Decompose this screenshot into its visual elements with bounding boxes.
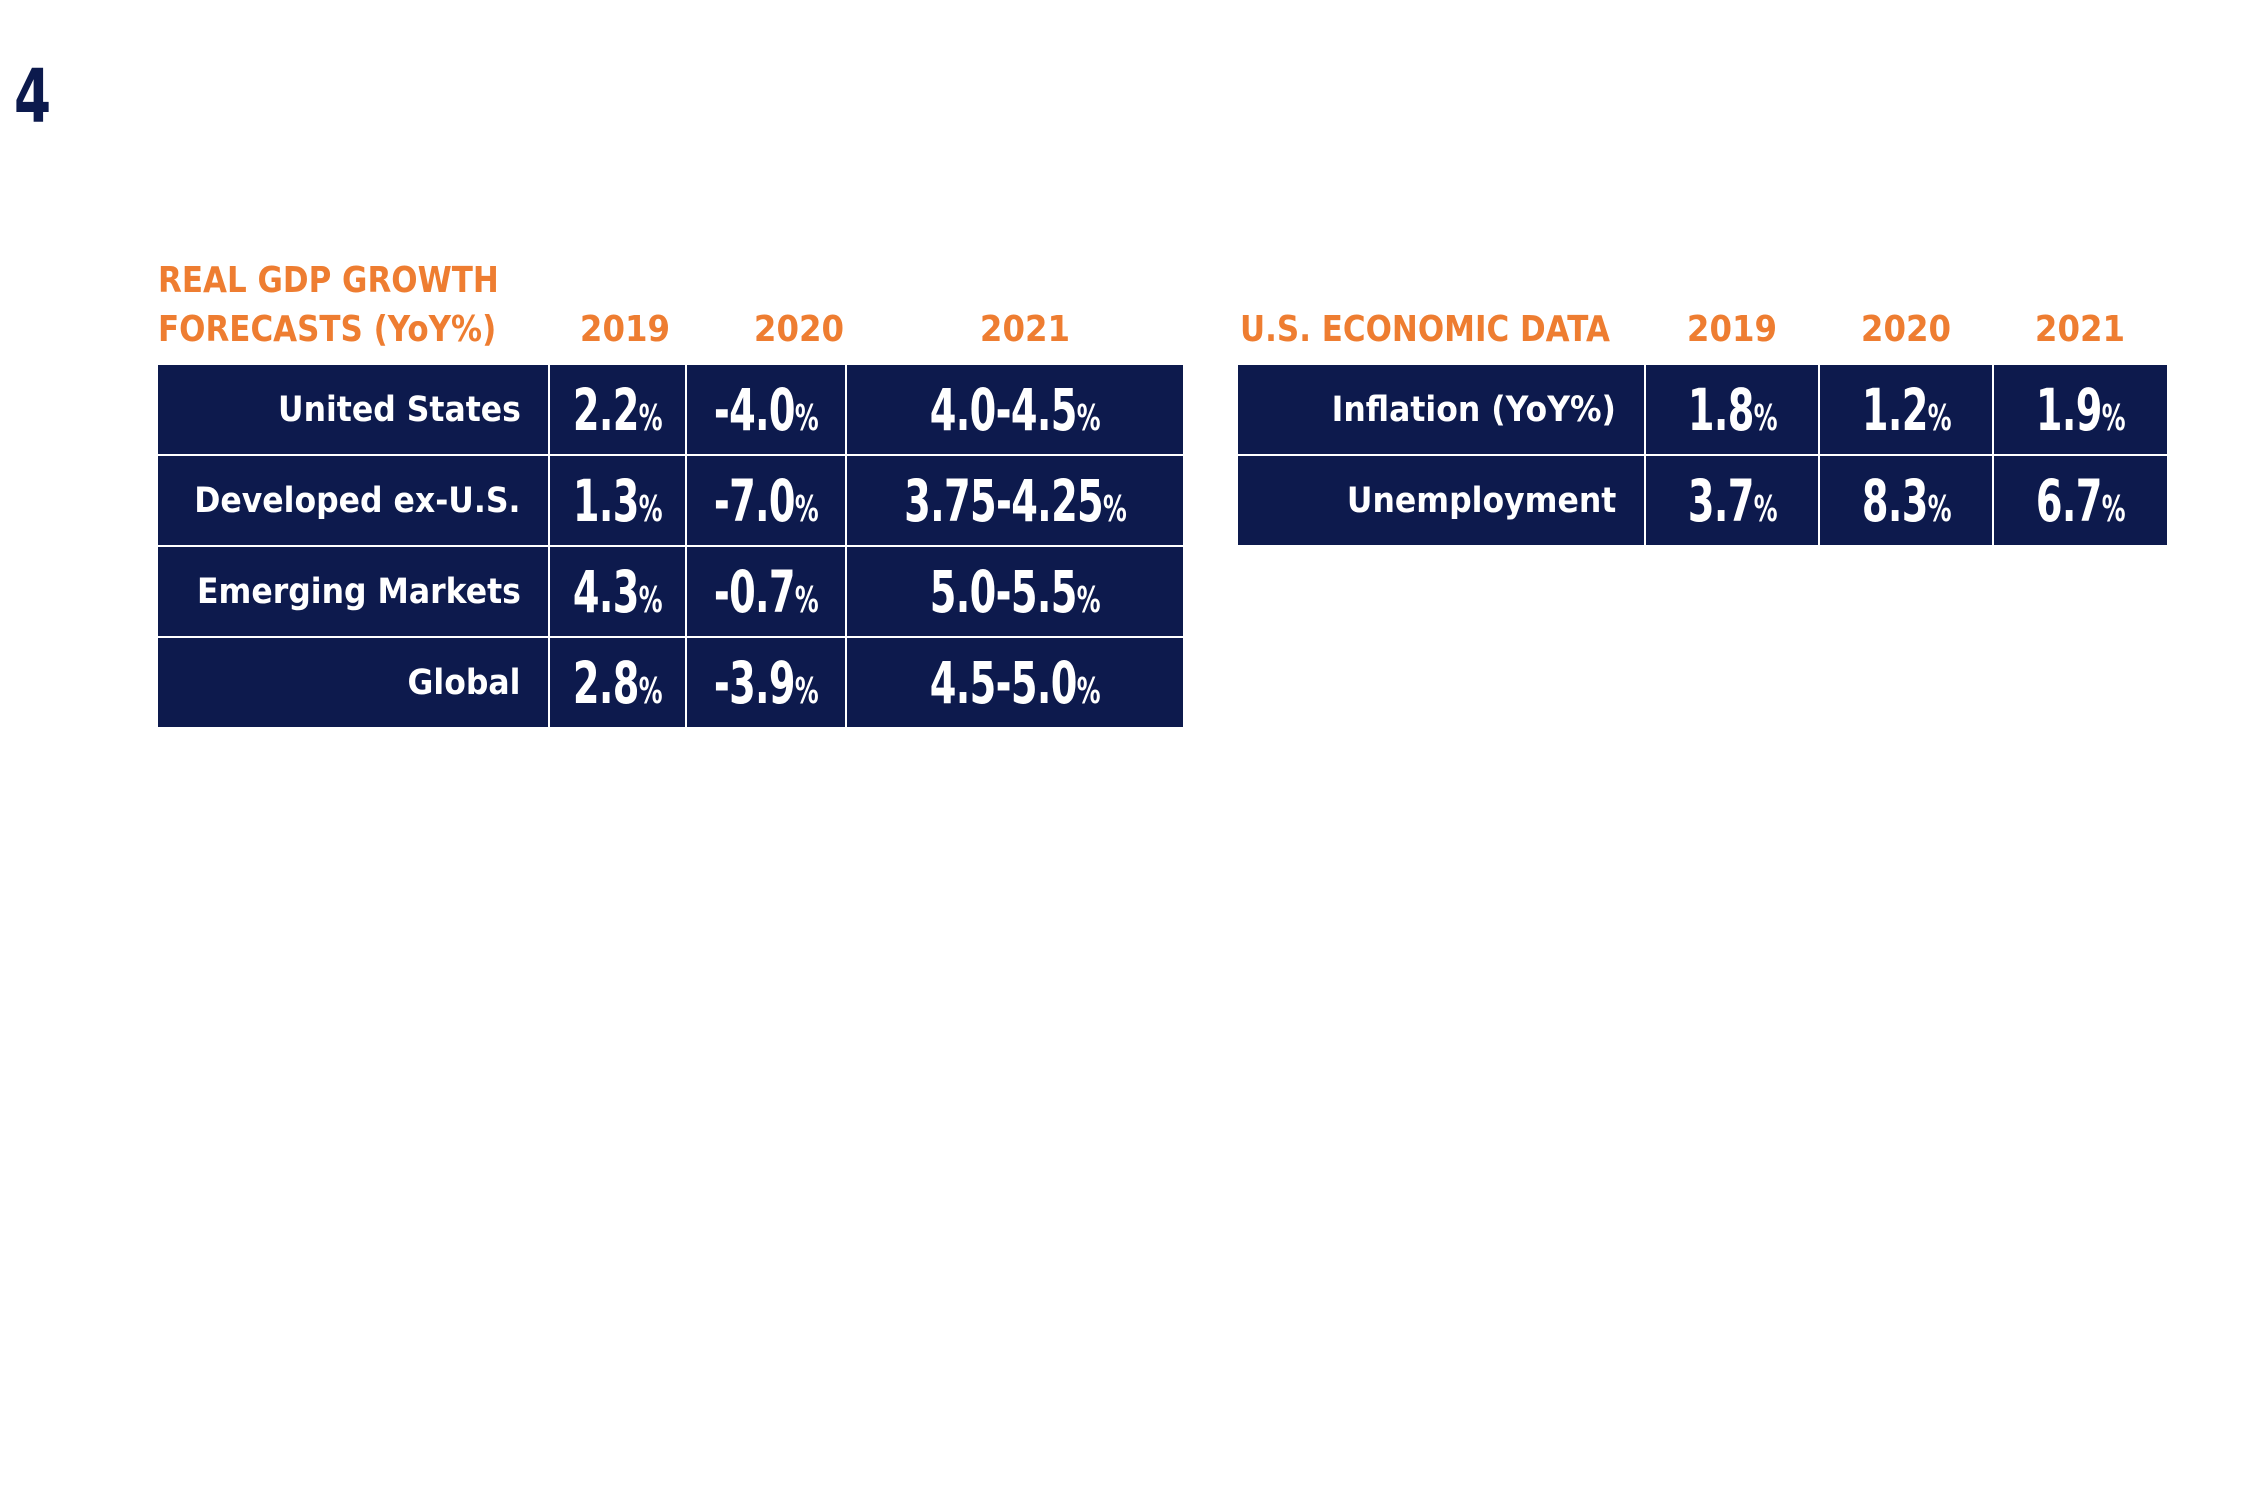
table-cell: 1.2% (1818, 365, 1994, 456)
table-cell: 6.7% (1992, 454, 2167, 545)
table-cell: 1.9% (1992, 365, 2167, 456)
page-number: 4 (14, 54, 52, 140)
gdp-year-header: 2019 (579, 309, 671, 350)
row-label: Inflation (YoY%) (1238, 365, 1646, 456)
gdp-forecast-table: United States 2.2% -4.0% 4.0-4.5% Develo… (158, 365, 1184, 727)
table-cell: -4.0% (685, 365, 848, 456)
econ-year-header: 2020 (1860, 309, 1952, 350)
table-cell: 2.8% (548, 636, 688, 727)
table-cell: 2.2% (548, 365, 688, 456)
econ-year-header: 2019 (1686, 309, 1778, 350)
table-cell: -3.9% (685, 636, 848, 727)
table-row: Inflation (YoY%) 1.8% 1.2% 1.9% (1238, 365, 2167, 456)
table-row: Developed ex-U.S. 1.3% -7.0% 3.75-4.25% (158, 454, 1184, 547)
table-cell: -7.0% (685, 454, 848, 547)
row-label: Developed ex-U.S. (158, 454, 551, 547)
table-row: Unemployment 3.7% 8.3% 6.7% (1238, 454, 2167, 545)
table-row: Emerging Markets 4.3% -0.7% 5.0-5.5% (158, 545, 1184, 638)
gdp-table-title-line2: FORECASTS (YoY%) (158, 309, 497, 350)
econ-table-title: U.S. ECONOMIC DATA (1240, 309, 1610, 350)
gdp-year-header: 2020 (753, 309, 845, 350)
table-cell: 3.75-4.25% (845, 454, 1184, 547)
table-cell: 4.3% (548, 545, 688, 638)
table-cell: 8.3% (1818, 454, 1994, 545)
table-cell: -0.7% (685, 545, 848, 638)
table-cell: 3.7% (1644, 454, 1820, 545)
row-label: United States (158, 365, 551, 456)
row-label: Emerging Markets (158, 545, 551, 638)
row-label: Global (158, 636, 551, 727)
row-label: Unemployment (1238, 454, 1646, 545)
gdp-year-header: 2021 (979, 309, 1071, 350)
econ-year-header: 2021 (2034, 309, 2126, 350)
table-row: United States 2.2% -4.0% 4.0-4.5% (158, 365, 1184, 456)
table-cell: 5.0-5.5% (845, 545, 1184, 638)
table-cell: 4.5-5.0% (845, 636, 1184, 727)
table-cell: 1.3% (548, 454, 688, 547)
econ-data-table: Inflation (YoY%) 1.8% 1.2% 1.9% Unemploy… (1238, 365, 2167, 545)
table-cell: 4.0-4.5% (845, 365, 1184, 456)
gdp-table-title-line1: REAL GDP GROWTH (158, 260, 499, 301)
table-cell: 1.8% (1644, 365, 1820, 456)
table-row: Global 2.8% -3.9% 4.5-5.0% (158, 636, 1184, 727)
